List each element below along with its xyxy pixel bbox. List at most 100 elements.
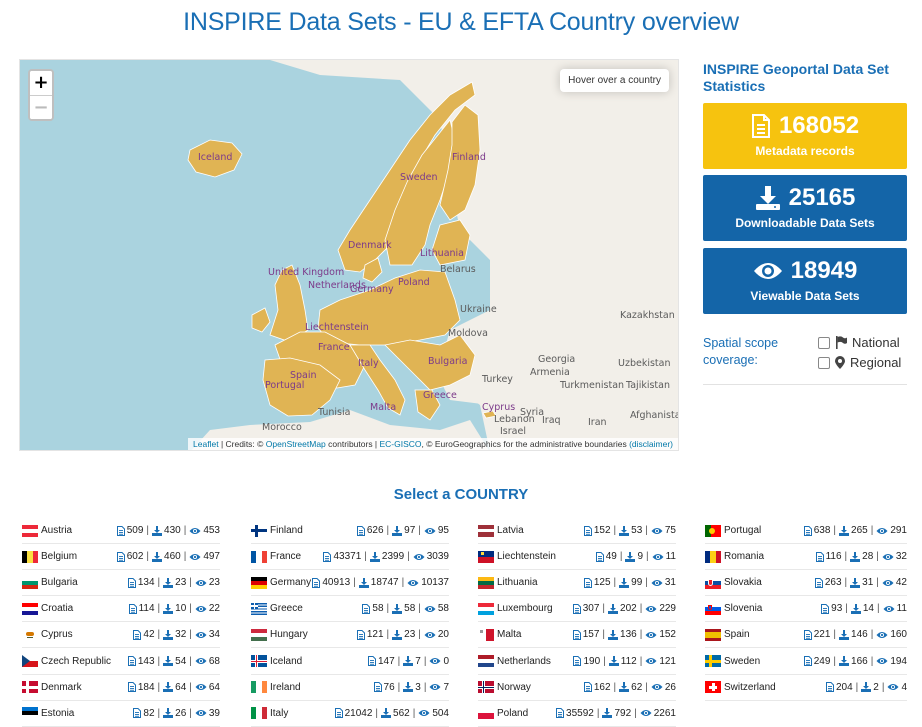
country-row-ireland[interactable]: Ireland 76 | 3 | 7 xyxy=(251,675,449,701)
country-row-austria[interactable]: Austria 509 | 430 | 453 xyxy=(22,518,220,545)
country-row-croatia[interactable]: Croatia 114 | 10 | 22 xyxy=(22,596,220,623)
country-row-norway[interactable]: Norway 162 | 62 | 26 xyxy=(478,675,676,701)
osm-link[interactable]: OpenStreetMap xyxy=(265,439,326,449)
metadata-icon xyxy=(825,682,834,693)
country-row-spain[interactable]: Spain 221 | 146 | 160 xyxy=(705,622,907,649)
separator: | xyxy=(639,603,643,615)
country-name[interactable]: Belgium xyxy=(41,551,78,563)
country-name[interactable]: Spain xyxy=(724,629,750,641)
attribution-contributors: contributors | xyxy=(325,439,380,449)
country-name[interactable]: Germany xyxy=(270,577,312,589)
country-row-cyprus[interactable]: Cyprus 42 | 32 | 34 xyxy=(22,622,220,649)
map-label-tunisia: Tunisia xyxy=(317,407,350,418)
country-name[interactable]: Malta xyxy=(497,629,522,641)
country-name[interactable]: Finland xyxy=(270,525,303,537)
country-row-latvia[interactable]: Latvia 152 | 53 | 75 xyxy=(478,518,676,545)
country-name[interactable]: Luxembourg xyxy=(497,603,553,615)
country-name[interactable]: Norway xyxy=(497,681,531,693)
country-name[interactable]: Portugal xyxy=(724,525,762,537)
map-canvas[interactable]: Iceland Finland Sweden Denmark Lithuania Bela… xyxy=(20,60,679,451)
country-row-czech[interactable]: Czech Republic 143 | 54 | 68 xyxy=(22,648,220,675)
country-name[interactable]: Poland xyxy=(497,707,529,719)
country-name[interactable]: Cyprus xyxy=(41,629,73,641)
country-row-slovenia[interactable]: Slovenia 93 | 14 | 11 xyxy=(705,596,907,623)
national-filter[interactable]: National xyxy=(818,335,900,350)
country-row-france[interactable]: France 43371 | 2399 | 3039 xyxy=(251,544,449,571)
country-row-slovakia[interactable]: Slovakia 263 | 31 | 42 xyxy=(705,570,907,597)
country-name[interactable]: Lithuania xyxy=(497,577,538,589)
country-row-liechtenstein[interactable]: Liechtenstein 49 | 9 | 11 xyxy=(478,544,676,571)
country-name[interactable]: Romania xyxy=(724,551,765,563)
download-count: 53 xyxy=(631,525,643,537)
country-name[interactable]: Austria xyxy=(41,525,73,537)
metadata-count: 162 xyxy=(593,681,611,693)
separator: | xyxy=(375,707,379,719)
country-name[interactable]: Slovakia xyxy=(724,577,762,589)
europe-map[interactable]: Iceland Finland Sweden Denmark Lithuania Bela… xyxy=(19,59,679,451)
ecgisco-link[interactable]: EC-GISCO xyxy=(379,439,422,449)
country-name[interactable]: Estonia xyxy=(41,707,75,719)
separator: | xyxy=(189,603,192,615)
country-name[interactable]: Slovenia xyxy=(724,603,763,615)
country-row-finland[interactable]: Finland 626 | 97 | 95 xyxy=(251,518,449,545)
country-row-denmark[interactable]: Denmark 184 | 64 | 64 xyxy=(22,675,220,701)
country-name[interactable]: Greece xyxy=(270,603,303,615)
eye-icon xyxy=(882,553,894,560)
leaflet-link[interactable]: Leaflet xyxy=(193,439,219,449)
country-row-poland[interactable]: Poland 35592 | 792 | 2261 xyxy=(478,701,676,727)
eu-efta-countries[interactable] xyxy=(187,81,497,421)
country-name[interactable]: Croatia xyxy=(41,603,74,615)
download-count: 10 xyxy=(175,603,187,615)
country-name[interactable]: Hungary xyxy=(270,629,308,641)
country-name[interactable]: Netherlands xyxy=(497,655,551,667)
regional-filter[interactable]: Regional xyxy=(818,355,901,370)
country-row-greece[interactable]: Greece 58 | 58 | 58 xyxy=(251,596,449,623)
country-shape-italy xyxy=(349,344,406,416)
view-count: 75 xyxy=(664,525,676,537)
country-row-luxembourg[interactable]: Luxembourg 307 | 202 | 229 xyxy=(478,596,676,623)
separator: | xyxy=(845,603,848,615)
regional-checkbox[interactable] xyxy=(818,356,830,369)
country-name[interactable]: Switzerland xyxy=(724,681,776,693)
country-row-romania[interactable]: Romania 116 | 28 | 32 xyxy=(705,544,907,571)
country-row-lithuania[interactable]: Lithuania 125 | 99 | 31 xyxy=(478,570,676,597)
country-name[interactable]: Sweden xyxy=(724,655,761,667)
view-count: 291 xyxy=(890,525,907,537)
view-count: 194 xyxy=(890,655,907,667)
country-row-malta[interactable]: Malta 157 | 136 | 152 xyxy=(478,622,676,649)
disclaimer-link[interactable]: (disclaimer) xyxy=(629,439,673,449)
country-row-switzerland[interactable]: Switzerland 204 | 2 | 4 xyxy=(705,675,907,701)
view-count: 20 xyxy=(437,629,449,641)
country-row-estonia[interactable]: Estonia 82 | 26 | 39 xyxy=(22,701,220,727)
separator: | xyxy=(189,707,192,719)
country-name[interactable]: Liechtenstein xyxy=(497,551,556,563)
land-east xyxy=(270,60,678,450)
country-name[interactable]: Latvia xyxy=(497,525,524,537)
country-row-italy[interactable]: Italy 21042 | 562 | 504 xyxy=(251,701,449,727)
country-row-portugal[interactable]: Portugal 638 | 265 | 291 xyxy=(705,518,907,545)
metadata-count: 116 xyxy=(825,551,842,563)
spatial-scope-label: Spatial scope coverage: xyxy=(703,336,779,367)
zoom-out-button[interactable]: − xyxy=(30,95,52,119)
download-count: 430 xyxy=(164,525,181,537)
country-row-netherlands[interactable]: Netherlands 190 | 112 | 121 xyxy=(478,648,676,675)
country-row-belgium[interactable]: Belgium 602 | 460 | 497 xyxy=(22,544,220,571)
country-row-sweden[interactable]: Sweden 249 | 166 | 194 xyxy=(705,648,907,675)
metadata-label: Metadata records xyxy=(755,144,855,158)
zoom-in-button[interactable]: + xyxy=(30,71,52,95)
country-name[interactable]: Denmark xyxy=(41,681,82,693)
country-row-hungary[interactable]: Hungary 121 | 23 | 20 xyxy=(251,622,449,649)
country-name[interactable]: France xyxy=(270,551,302,563)
national-checkbox[interactable] xyxy=(818,336,830,349)
map-label-united-kingdom: United Kingdom xyxy=(268,267,344,278)
country-row-germany[interactable]: Germany 40913 | 18747 | 10137 xyxy=(251,570,449,597)
country-name[interactable]: Iceland xyxy=(270,655,303,667)
country-row-bulgaria[interactable]: Bulgaria 134 | 23 | 23 xyxy=(22,570,220,597)
country-name[interactable]: Ireland xyxy=(270,681,301,693)
download-count: 562 xyxy=(393,707,410,719)
country-name[interactable]: Italy xyxy=(270,707,289,719)
country-name[interactable]: Czech Republic xyxy=(41,655,112,667)
country-row-iceland[interactable]: Iceland 147 | 7 | 0 xyxy=(251,648,449,675)
country-name[interactable]: Bulgaria xyxy=(41,577,78,589)
metadata-count: 93 xyxy=(831,603,843,615)
